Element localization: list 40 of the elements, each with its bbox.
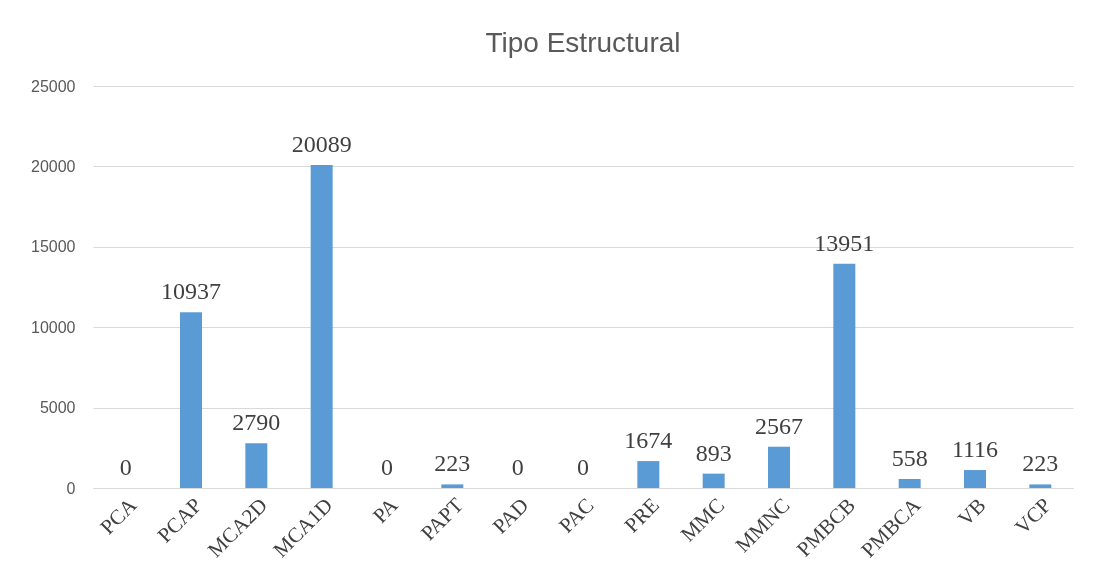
bar	[964, 470, 986, 488]
data-label: 0	[577, 454, 589, 480]
bar	[441, 484, 464, 488]
bar	[702, 473, 725, 488]
y-tick-label: 0	[66, 479, 76, 497]
data-label: 1674	[624, 427, 673, 454]
bar	[310, 164, 333, 488]
y-tick-label: 5000	[39, 399, 76, 417]
bar	[637, 461, 660, 488]
y-tick-label: 10000	[31, 318, 76, 336]
bar	[833, 263, 856, 488]
x-tick-label: VB	[952, 493, 991, 531]
x-tick-label: PRE	[619, 493, 664, 538]
x-tick-label: PCA	[95, 492, 142, 539]
data-label: 1116	[951, 436, 999, 463]
x-tick-label: PA	[367, 492, 404, 528]
data-label: 0	[511, 454, 524, 480]
data-label: 223	[434, 450, 471, 477]
y-tick-label: 20000	[31, 157, 76, 175]
data-label: 10937	[161, 278, 221, 305]
data-label: 2567	[755, 412, 803, 439]
x-tick-label: VCP	[1010, 493, 1056, 539]
data-label: 893	[695, 439, 732, 466]
x-tick-label: PAD	[487, 493, 534, 539]
bar	[180, 312, 202, 488]
bar	[768, 446, 790, 488]
data-label: 2790	[232, 409, 281, 436]
y-tick-label: 15000	[31, 238, 76, 256]
data-label: 13951	[814, 229, 875, 256]
chart-title: Tipo Estructural	[485, 27, 681, 58]
x-tick-label: PAC	[554, 493, 599, 538]
bar	[898, 479, 921, 488]
data-label: 0	[119, 454, 132, 480]
bar	[1029, 484, 1052, 488]
data-label: 20089	[291, 130, 352, 157]
bar	[245, 443, 268, 488]
data-label: 0	[381, 454, 393, 480]
data-label: 223	[1022, 450, 1059, 477]
y-tick-label: 25000	[31, 77, 76, 95]
data-label: 558	[891, 445, 928, 472]
